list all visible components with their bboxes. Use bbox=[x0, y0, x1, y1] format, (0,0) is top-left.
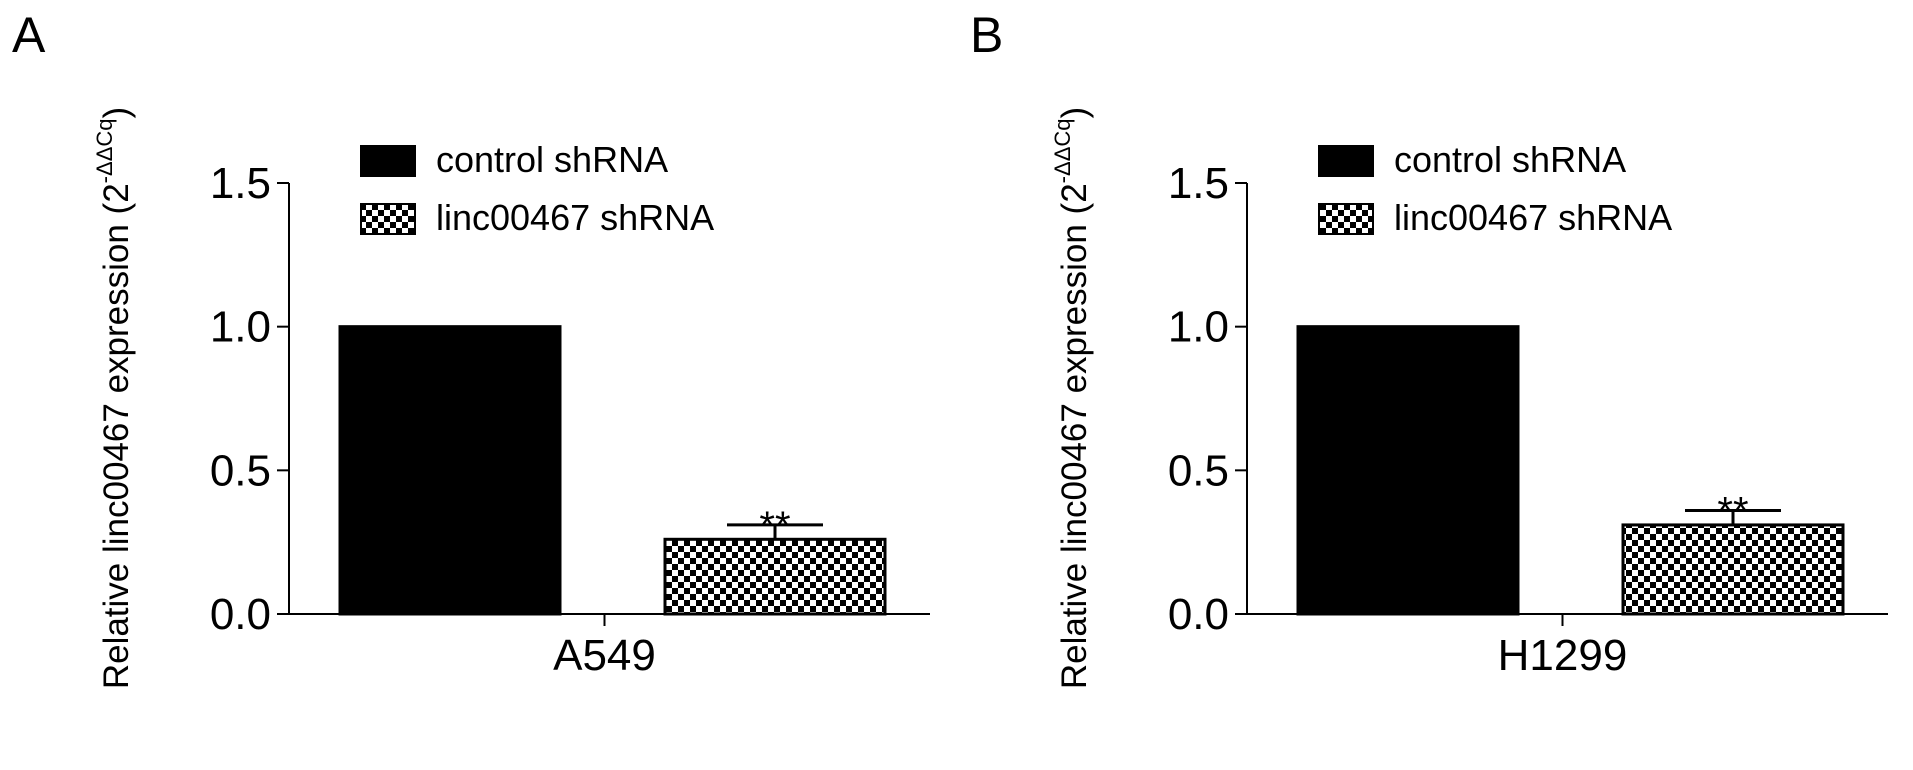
y-axis-label-sup: -ΔΔCq bbox=[92, 118, 117, 183]
x-tick-label: A549 bbox=[553, 631, 656, 680]
panel-label: A bbox=[12, 7, 46, 63]
significance-label: ** bbox=[1717, 490, 1748, 534]
y-axis-label: Relative linc00467 expression (2-ΔΔCq) bbox=[92, 107, 136, 689]
error-bar bbox=[1685, 509, 1781, 525]
bar bbox=[1296, 325, 1520, 616]
legend-label: linc00467 shRNA bbox=[436, 197, 714, 238]
legend-label: linc00467 shRNA bbox=[1394, 197, 1672, 238]
error-bar bbox=[727, 523, 823, 540]
bar bbox=[338, 325, 562, 616]
bar bbox=[663, 537, 887, 616]
y-tick-label: 1.0 bbox=[210, 303, 271, 352]
y-tick-label: 0.5 bbox=[210, 446, 271, 495]
legend-label: control shRNA bbox=[1394, 139, 1626, 180]
legend-label: control shRNA bbox=[436, 139, 668, 180]
legend-swatch bbox=[1318, 203, 1374, 235]
x-tick-label: H1299 bbox=[1498, 631, 1628, 680]
legend-swatch bbox=[360, 145, 416, 177]
y-tick-label: 0.0 bbox=[1168, 590, 1229, 639]
panel-label: B bbox=[970, 7, 1003, 63]
y-tick-label: 1.5 bbox=[210, 159, 271, 208]
bar bbox=[1621, 523, 1845, 616]
y-axis-label-main: Relative linc00467 expression (2 bbox=[97, 183, 136, 689]
y-axis-label-main: Relative linc00467 expression (2 bbox=[1055, 183, 1094, 689]
y-tick-label: 1.5 bbox=[1168, 159, 1229, 208]
y-tick-label: 1.0 bbox=[1168, 303, 1229, 352]
y-axis-label: Relative linc00467 expression (2-ΔΔCq) bbox=[1050, 107, 1094, 689]
y-tick-label: 0.0 bbox=[210, 590, 271, 639]
legend-swatch bbox=[1318, 145, 1374, 177]
y-axis-label-end: ) bbox=[1055, 107, 1094, 119]
significance-label: ** bbox=[759, 504, 790, 548]
legend-swatch bbox=[360, 203, 416, 235]
y-tick-label: 0.5 bbox=[1168, 446, 1229, 495]
y-axis-label-sup: -ΔΔCq bbox=[1050, 118, 1075, 183]
y-axis-label-end: ) bbox=[97, 107, 136, 119]
